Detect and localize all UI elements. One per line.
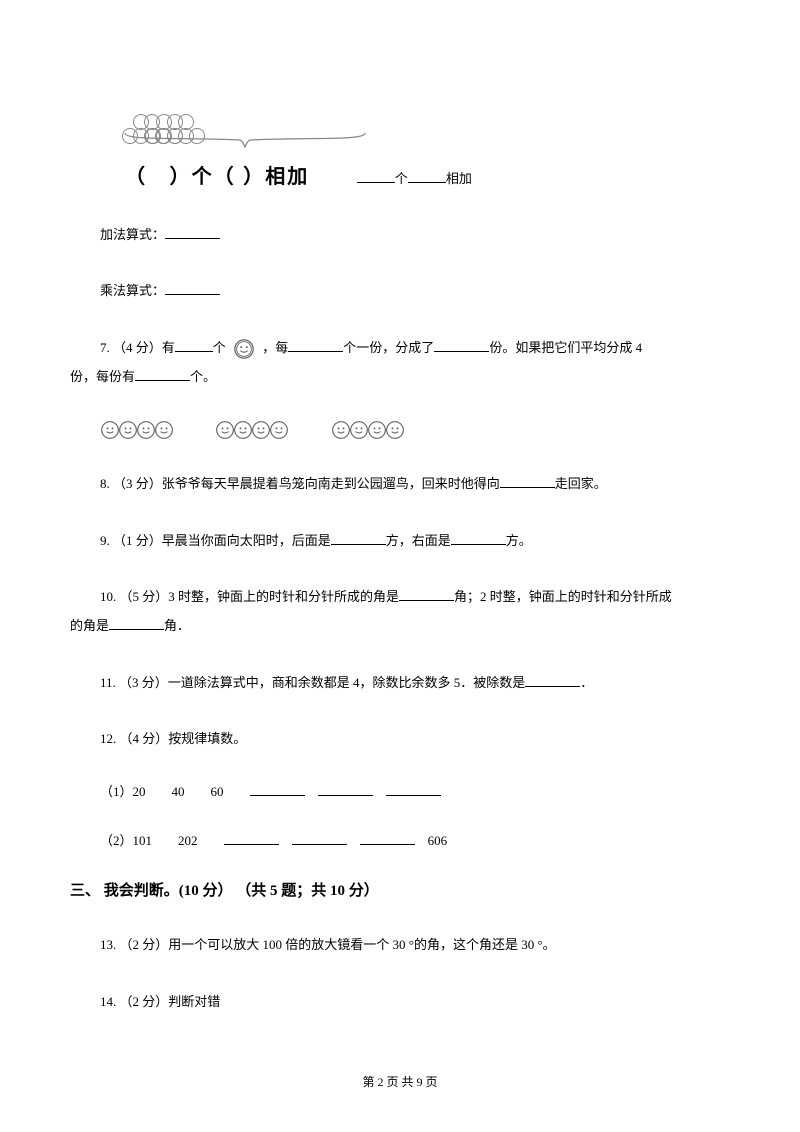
page-footer: 第 2 页 共 9 页 bbox=[0, 1073, 800, 1092]
caption-bold: （ ）个（ ）相加 bbox=[125, 166, 317, 188]
caption-row: （ ）个（ ）相加 个相加 bbox=[125, 161, 730, 193]
multiplication-line: 乘法算式： bbox=[100, 277, 730, 306]
question-8: 8. （3 分）张爷爷每天早晨提着鸟笼向南走到公园遛鸟，回来时他得向走回家。 bbox=[100, 470, 730, 499]
blank bbox=[175, 339, 213, 352]
blank bbox=[165, 226, 220, 239]
circle-triad-row bbox=[120, 100, 730, 121]
smiley-group bbox=[215, 419, 287, 440]
blank bbox=[360, 832, 415, 845]
blank bbox=[224, 832, 279, 845]
question-12-row1: （1）20 40 60 bbox=[100, 782, 730, 803]
caption-right: 个相加 bbox=[357, 169, 472, 190]
blank bbox=[434, 339, 489, 352]
section-3-title: 三、 我会判断。(10 分） （共 5 题；共 10 分） bbox=[70, 879, 730, 903]
blank bbox=[165, 282, 220, 295]
blank bbox=[408, 170, 446, 183]
blank bbox=[135, 368, 190, 381]
blank bbox=[331, 532, 386, 545]
smiley-row bbox=[100, 419, 730, 440]
blank bbox=[288, 339, 343, 352]
question-11: 11. （3 分）一道除法算式中，商和余数都是 4，除数比余数多 5．被除数是． bbox=[100, 669, 730, 698]
blank bbox=[386, 783, 441, 796]
question-7: 7. （4 分）有个 ，每个一份，分成了份。如果把它们平均分成 4 份，每份有个… bbox=[70, 334, 730, 391]
blank bbox=[500, 475, 555, 488]
addition-line: 加法算式： bbox=[100, 221, 730, 250]
smiley-icon bbox=[100, 420, 120, 440]
blank bbox=[525, 674, 580, 687]
question-12-title: 12. （4 分）按规律填数。 bbox=[100, 725, 730, 754]
question-12-row2: （2）101 202 606 bbox=[100, 831, 730, 852]
smiley-group bbox=[100, 419, 172, 440]
question-14: 14. （2 分）判断对错 bbox=[100, 988, 730, 1017]
smiley-icon bbox=[233, 338, 255, 360]
blank bbox=[399, 588, 454, 601]
question-9: 9. （1 分）早晨当你面向太阳时，后面是方，右面是方。 bbox=[100, 527, 730, 556]
blank bbox=[318, 783, 373, 796]
question-13: 13. （2 分）用一个可以放大 100 倍的放大镜看一个 30 °的角，这个角… bbox=[100, 931, 730, 960]
blank bbox=[451, 532, 506, 545]
smiley-group bbox=[331, 419, 403, 440]
blank bbox=[250, 783, 305, 796]
question-10: 10. （5 分）3 时整，钟面上的时针和分针所成的角是角；2 时整，钟面上的时… bbox=[70, 583, 730, 640]
blank bbox=[109, 617, 164, 630]
blank bbox=[292, 832, 347, 845]
blank bbox=[357, 170, 395, 183]
